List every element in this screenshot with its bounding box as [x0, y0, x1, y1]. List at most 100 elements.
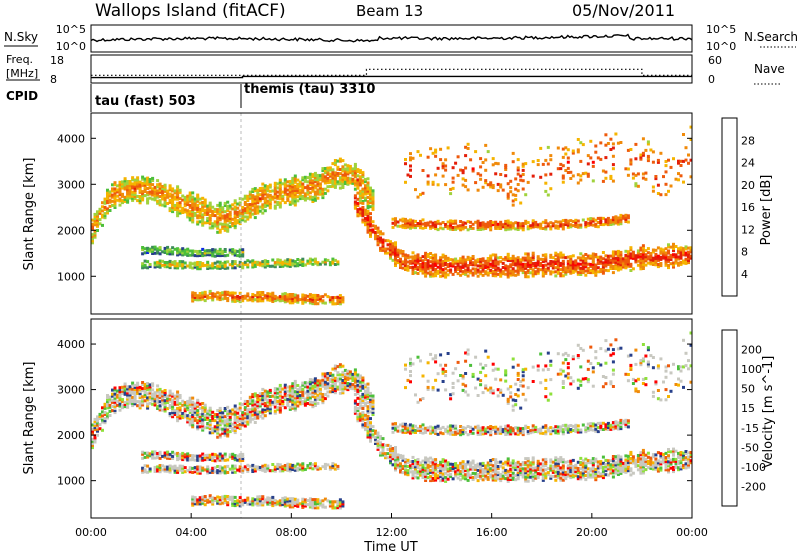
power-cell — [389, 252, 392, 256]
velocity-cell — [444, 461, 448, 465]
power-cell — [211, 248, 215, 252]
power-cell — [223, 260, 227, 264]
power-cell — [178, 188, 182, 192]
velocity-cell — [491, 474, 495, 478]
power-cell — [241, 214, 245, 218]
power-cell — [223, 210, 227, 214]
velocity-cell — [226, 412, 230, 415]
velocity-cell — [303, 397, 307, 401]
power-cell — [293, 201, 297, 205]
velocity-cell — [524, 467, 528, 471]
power-cell — [451, 258, 455, 262]
power-cell — [323, 258, 327, 262]
power-cell — [386, 247, 390, 251]
power-cell — [93, 217, 97, 221]
power-cell — [611, 264, 615, 268]
velocity-cell — [429, 479, 433, 483]
power-cell — [261, 188, 265, 192]
power-cell — [271, 189, 275, 193]
power-cell — [389, 254, 392, 258]
velocity-cell — [218, 413, 222, 416]
power-cell — [366, 204, 370, 208]
power-cell — [146, 176, 150, 180]
power-cell — [646, 251, 650, 255]
power-cell — [143, 263, 147, 267]
velocity-cell — [311, 378, 315, 382]
power-cell — [358, 196, 362, 199]
velocity-cell — [489, 469, 493, 473]
power-cell — [684, 247, 688, 251]
velocity-cell — [589, 461, 593, 465]
power-cell — [168, 184, 172, 188]
velocity-cell — [298, 394, 302, 398]
power-cell — [524, 262, 528, 266]
power-cell — [283, 261, 287, 265]
power-cell — [361, 191, 365, 195]
power-cell — [296, 191, 300, 195]
velocity-cell — [404, 472, 407, 476]
power-cell — [291, 297, 295, 301]
velocity-cell — [444, 467, 448, 471]
velocity-cell — [123, 392, 127, 396]
velocity-cell — [336, 371, 340, 375]
power-cell — [323, 262, 327, 266]
power-cell — [641, 252, 645, 256]
power-cell — [516, 172, 520, 176]
velocity-cell — [218, 427, 222, 431]
power-cell — [439, 222, 443, 226]
power-cell — [278, 297, 282, 301]
power-cell — [276, 203, 280, 206]
power-cell — [611, 216, 615, 220]
power-cell — [133, 188, 137, 192]
power-cell — [253, 298, 257, 302]
power-cell — [549, 158, 553, 162]
power-cell — [271, 197, 275, 201]
velocity-cell — [278, 394, 282, 398]
power-cell — [136, 184, 140, 188]
velocity-cell — [283, 389, 287, 393]
power-cell — [516, 168, 520, 172]
velocity-cell — [141, 381, 145, 384]
power-cell — [446, 258, 450, 262]
power-cell — [233, 215, 237, 219]
velocity-cell — [394, 450, 397, 454]
power-cell — [631, 176, 635, 180]
power-cell — [411, 261, 415, 265]
velocity-cell — [223, 423, 227, 427]
power-cell — [236, 249, 240, 253]
velocity-cell — [519, 471, 523, 475]
power-cell — [243, 207, 247, 211]
power-cell — [298, 193, 302, 196]
power-cell — [163, 183, 167, 187]
velocity-cell — [153, 393, 157, 397]
velocity-cell — [491, 468, 495, 472]
power-cell — [96, 212, 99, 216]
power-cell — [626, 252, 630, 256]
power-cell — [163, 196, 167, 200]
velocity-cell — [311, 386, 315, 390]
power-cell — [193, 254, 197, 258]
velocity-cell — [591, 459, 595, 463]
power-cell — [484, 264, 488, 267]
power-cell — [564, 266, 568, 270]
velocity-cell — [446, 477, 450, 481]
power-cell — [268, 298, 272, 302]
power-cell — [566, 225, 570, 229]
power-cell — [371, 195, 375, 199]
power-cell — [361, 175, 365, 179]
power-cell — [619, 220, 623, 224]
power-cell — [569, 257, 573, 261]
power-cell — [158, 259, 162, 263]
velocity-cell — [303, 385, 307, 389]
power-cell — [556, 259, 560, 263]
velocity-cell — [494, 474, 498, 478]
power-cell — [146, 199, 150, 203]
velocity-cell — [313, 381, 317, 385]
velocity-cell — [343, 377, 347, 380]
power-cell — [481, 265, 485, 269]
power-cell — [491, 261, 495, 265]
power-cell — [216, 212, 220, 216]
power-cell — [258, 299, 262, 303]
power-cell — [308, 180, 312, 184]
velocity-cell — [211, 427, 215, 431]
